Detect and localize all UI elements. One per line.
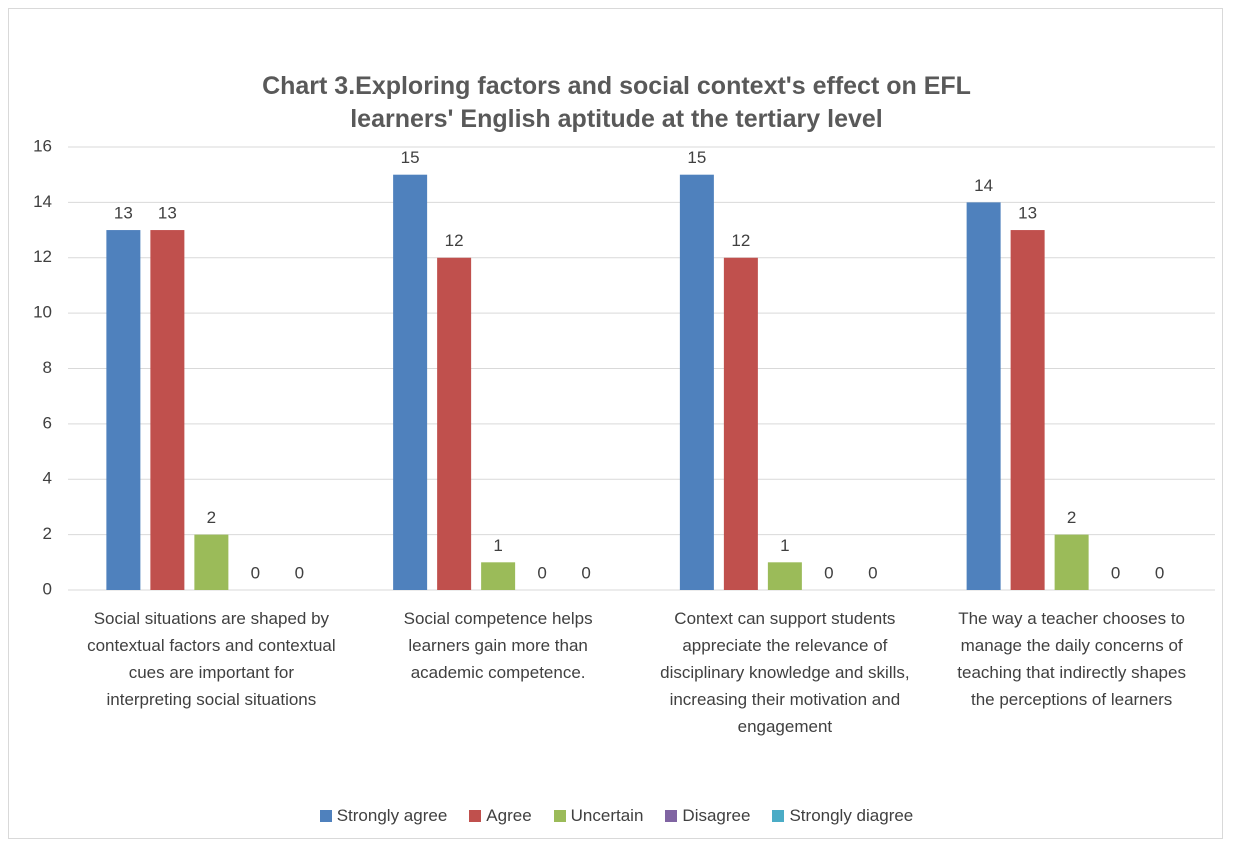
legend-swatch bbox=[319, 810, 332, 822]
bar bbox=[481, 562, 516, 590]
legend-item: Disagree bbox=[665, 806, 750, 826]
bar bbox=[194, 534, 229, 590]
value-label: 12 bbox=[731, 231, 750, 250]
legend: Strongly agree Agree Uncertain Disagree Stro… bbox=[0, 806, 1233, 826]
bar bbox=[966, 202, 1001, 590]
value-label: 0 bbox=[1155, 563, 1164, 582]
value-label: 1 bbox=[493, 536, 502, 555]
bar bbox=[150, 230, 185, 590]
legend-item: Strongly diagree bbox=[772, 806, 913, 826]
legend-swatch bbox=[553, 810, 566, 822]
y-tick-label: 6 bbox=[43, 413, 52, 432]
chart-title: Chart 3.Exploring factors and social con… bbox=[262, 72, 971, 133]
value-label: 0 bbox=[824, 563, 833, 582]
x-tick-label: Context can support students appreciate … bbox=[660, 609, 910, 736]
value-label: 14 bbox=[974, 176, 993, 195]
legend-swatch bbox=[665, 810, 678, 822]
value-label: 13 bbox=[114, 204, 133, 223]
y-tick-label: 2 bbox=[43, 524, 52, 543]
bar bbox=[679, 174, 714, 590]
bar bbox=[767, 562, 802, 590]
legend-swatch bbox=[772, 810, 785, 822]
legend-label: Uncertain bbox=[570, 806, 644, 825]
value-label: 13 bbox=[158, 204, 177, 223]
y-tick-label: 4 bbox=[43, 469, 52, 488]
legend-label: Strongly agree bbox=[336, 806, 448, 825]
bar bbox=[723, 257, 758, 590]
y-tick-label: 14 bbox=[33, 192, 52, 211]
value-label: 13 bbox=[1018, 204, 1037, 223]
value-label: 0 bbox=[581, 563, 590, 582]
value-label: 2 bbox=[207, 508, 216, 527]
y-tick-label: 0 bbox=[43, 579, 52, 598]
value-label: 0 bbox=[868, 563, 877, 582]
bar bbox=[393, 174, 428, 590]
chart-border bbox=[8, 8, 1223, 839]
value-label: 2 bbox=[1067, 508, 1076, 527]
value-label: 0 bbox=[251, 563, 260, 582]
y-tick-label: 12 bbox=[33, 247, 52, 266]
value-label: 12 bbox=[445, 231, 464, 250]
value-label: 15 bbox=[401, 148, 420, 167]
y-tick-label: 8 bbox=[43, 358, 52, 377]
bar bbox=[1010, 230, 1045, 590]
value-label: 1 bbox=[780, 536, 789, 555]
value-label: 0 bbox=[537, 563, 546, 582]
value-label: 15 bbox=[687, 148, 706, 167]
bar bbox=[106, 230, 141, 590]
x-tick-label: Social competence helps learners gain mo… bbox=[403, 609, 593, 682]
legend-label: Disagree bbox=[682, 806, 751, 825]
legend-item: Uncertain bbox=[553, 806, 644, 826]
legend-label: Agree bbox=[486, 806, 532, 825]
y-tick-label: 16 bbox=[33, 136, 52, 155]
value-label: 0 bbox=[295, 563, 304, 582]
y-tick-label: 10 bbox=[33, 303, 52, 322]
x-tick-label: The way a teacher chooses to manage the … bbox=[957, 609, 1186, 709]
bar bbox=[437, 257, 472, 590]
value-label: 0 bbox=[1111, 563, 1120, 582]
legend-swatch bbox=[469, 810, 482, 822]
legend-item: Agree bbox=[469, 806, 532, 826]
legend-item: Strongly agree bbox=[319, 806, 448, 826]
bar bbox=[1054, 534, 1089, 590]
x-tick-label: Social situations are shaped by contextu… bbox=[87, 609, 336, 709]
legend-label: Strongly diagree bbox=[789, 806, 914, 825]
